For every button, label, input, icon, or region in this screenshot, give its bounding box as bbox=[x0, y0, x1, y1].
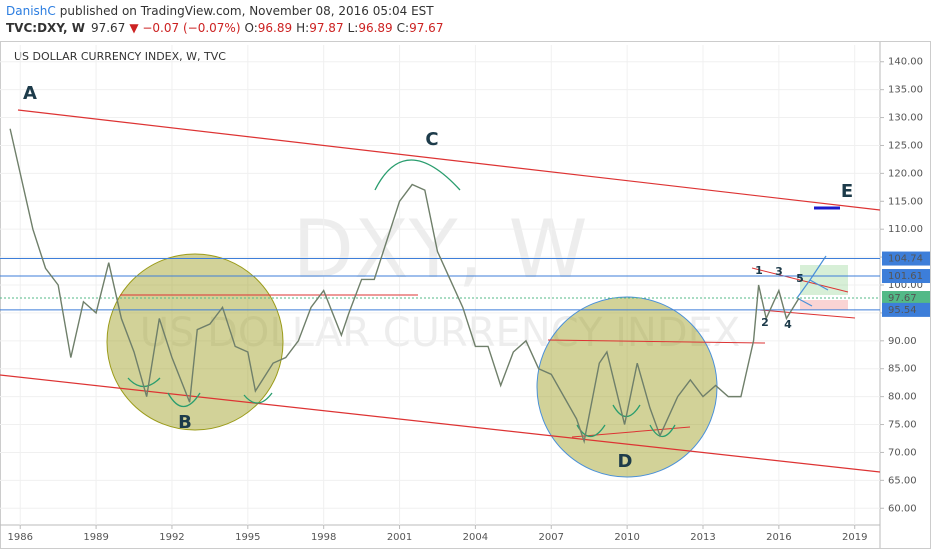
price-label: 101.61 bbox=[888, 271, 923, 282]
y-tick-label: 65.00 bbox=[888, 475, 917, 486]
annotation: 3 bbox=[775, 265, 783, 278]
price-label-box bbox=[882, 291, 930, 306]
price-label-box bbox=[882, 269, 930, 284]
y-tick-label: 60.00 bbox=[888, 503, 917, 514]
c-value: 97.67 bbox=[409, 21, 443, 35]
header-line-1: DanishC published on TradingView.com, Nov… bbox=[6, 4, 434, 18]
symbol: TVC:DXY, W bbox=[6, 21, 85, 35]
y-tick-label: 80.00 bbox=[888, 392, 917, 403]
price-line bbox=[9, 128, 800, 444]
projection-arrows bbox=[796, 255, 829, 307]
annotation: 5 bbox=[796, 272, 804, 285]
y-tick-label: 85.00 bbox=[888, 364, 917, 375]
x-tick-label: 2016 bbox=[766, 532, 791, 543]
annotation: E bbox=[841, 181, 853, 202]
o-label: O: bbox=[245, 21, 258, 35]
price-label: 97.67 bbox=[888, 293, 917, 304]
c-label: C: bbox=[397, 21, 409, 35]
h-label: H: bbox=[296, 21, 309, 35]
annotation: A bbox=[23, 83, 37, 104]
x-tick-label: 2007 bbox=[539, 532, 564, 543]
support-d bbox=[571, 426, 691, 438]
channel-bottom bbox=[0, 374, 880, 473]
watermark-symbol: DXY, W bbox=[292, 203, 587, 296]
frame bbox=[0, 41, 931, 549]
y-tick-label: 140.00 bbox=[888, 57, 923, 68]
price-label-box bbox=[882, 251, 930, 266]
annotation: 2 bbox=[761, 316, 769, 329]
h-value: 97.87 bbox=[309, 21, 343, 35]
wedge-bottom bbox=[759, 309, 856, 319]
y-tick-label: 110.00 bbox=[888, 224, 923, 235]
l-label: L: bbox=[348, 21, 359, 35]
x-tick-label: 1992 bbox=[159, 532, 184, 543]
o-value: 96.89 bbox=[258, 21, 292, 35]
x-tick-label: 2001 bbox=[387, 532, 412, 543]
neckline-d bbox=[547, 339, 766, 344]
l-value: 96.89 bbox=[358, 21, 392, 35]
arc-c bbox=[374, 159, 461, 191]
x-tick-label: 2010 bbox=[614, 532, 639, 543]
x-tick-label: 1995 bbox=[235, 532, 260, 543]
annotation: B bbox=[178, 412, 192, 433]
y-tick-label: 135.00 bbox=[888, 85, 923, 96]
annotation: D bbox=[618, 451, 633, 472]
y-tick-label: 120.00 bbox=[888, 168, 923, 179]
change: ▼ −0.07 (−0.07%) bbox=[129, 21, 240, 35]
price-label: 95.54 bbox=[888, 305, 917, 316]
annotation: 1 bbox=[755, 264, 763, 277]
y-tick-label: 75.00 bbox=[888, 420, 917, 431]
y-tick-label: 125.00 bbox=[888, 140, 923, 151]
annotation: 4 bbox=[784, 318, 792, 331]
x-tick-label: 1986 bbox=[8, 532, 33, 543]
y-tick-label: 130.00 bbox=[888, 113, 923, 124]
price-label: 104.74 bbox=[888, 254, 923, 265]
y-tick-label: 115.00 bbox=[888, 196, 923, 207]
x-tick-label: 1989 bbox=[83, 532, 108, 543]
x-tick-label: 1998 bbox=[311, 532, 336, 543]
price-label-box bbox=[882, 302, 930, 317]
y-tick-label: 90.00 bbox=[888, 336, 917, 347]
plot-area bbox=[0, 45, 880, 525]
y-tick-label: 70.00 bbox=[888, 447, 917, 458]
x-tick-label: 2019 bbox=[842, 532, 867, 543]
wedge-top bbox=[751, 267, 849, 293]
last: 97.67 bbox=[91, 21, 125, 35]
published: published on TradingView.com, November 0… bbox=[60, 4, 435, 18]
x-tick-label: 2004 bbox=[463, 532, 488, 543]
user[interactable]: DanishC bbox=[6, 4, 56, 18]
annotation: C bbox=[425, 129, 438, 150]
channel-top bbox=[17, 109, 880, 211]
y-tick-label: 100.00 bbox=[888, 280, 923, 291]
stop-zone bbox=[800, 300, 848, 310]
circle-d bbox=[536, 296, 718, 478]
header-line-2: TVC:DXY, W 97.67 ▼ −0.07 (−0.07%) O:96.89 H:… bbox=[6, 21, 443, 35]
circle-b bbox=[106, 253, 284, 431]
chart-title: US DOLLAR CURRENCY INDEX, W, TVC bbox=[14, 50, 226, 63]
x-tick-label: 2013 bbox=[690, 532, 715, 543]
